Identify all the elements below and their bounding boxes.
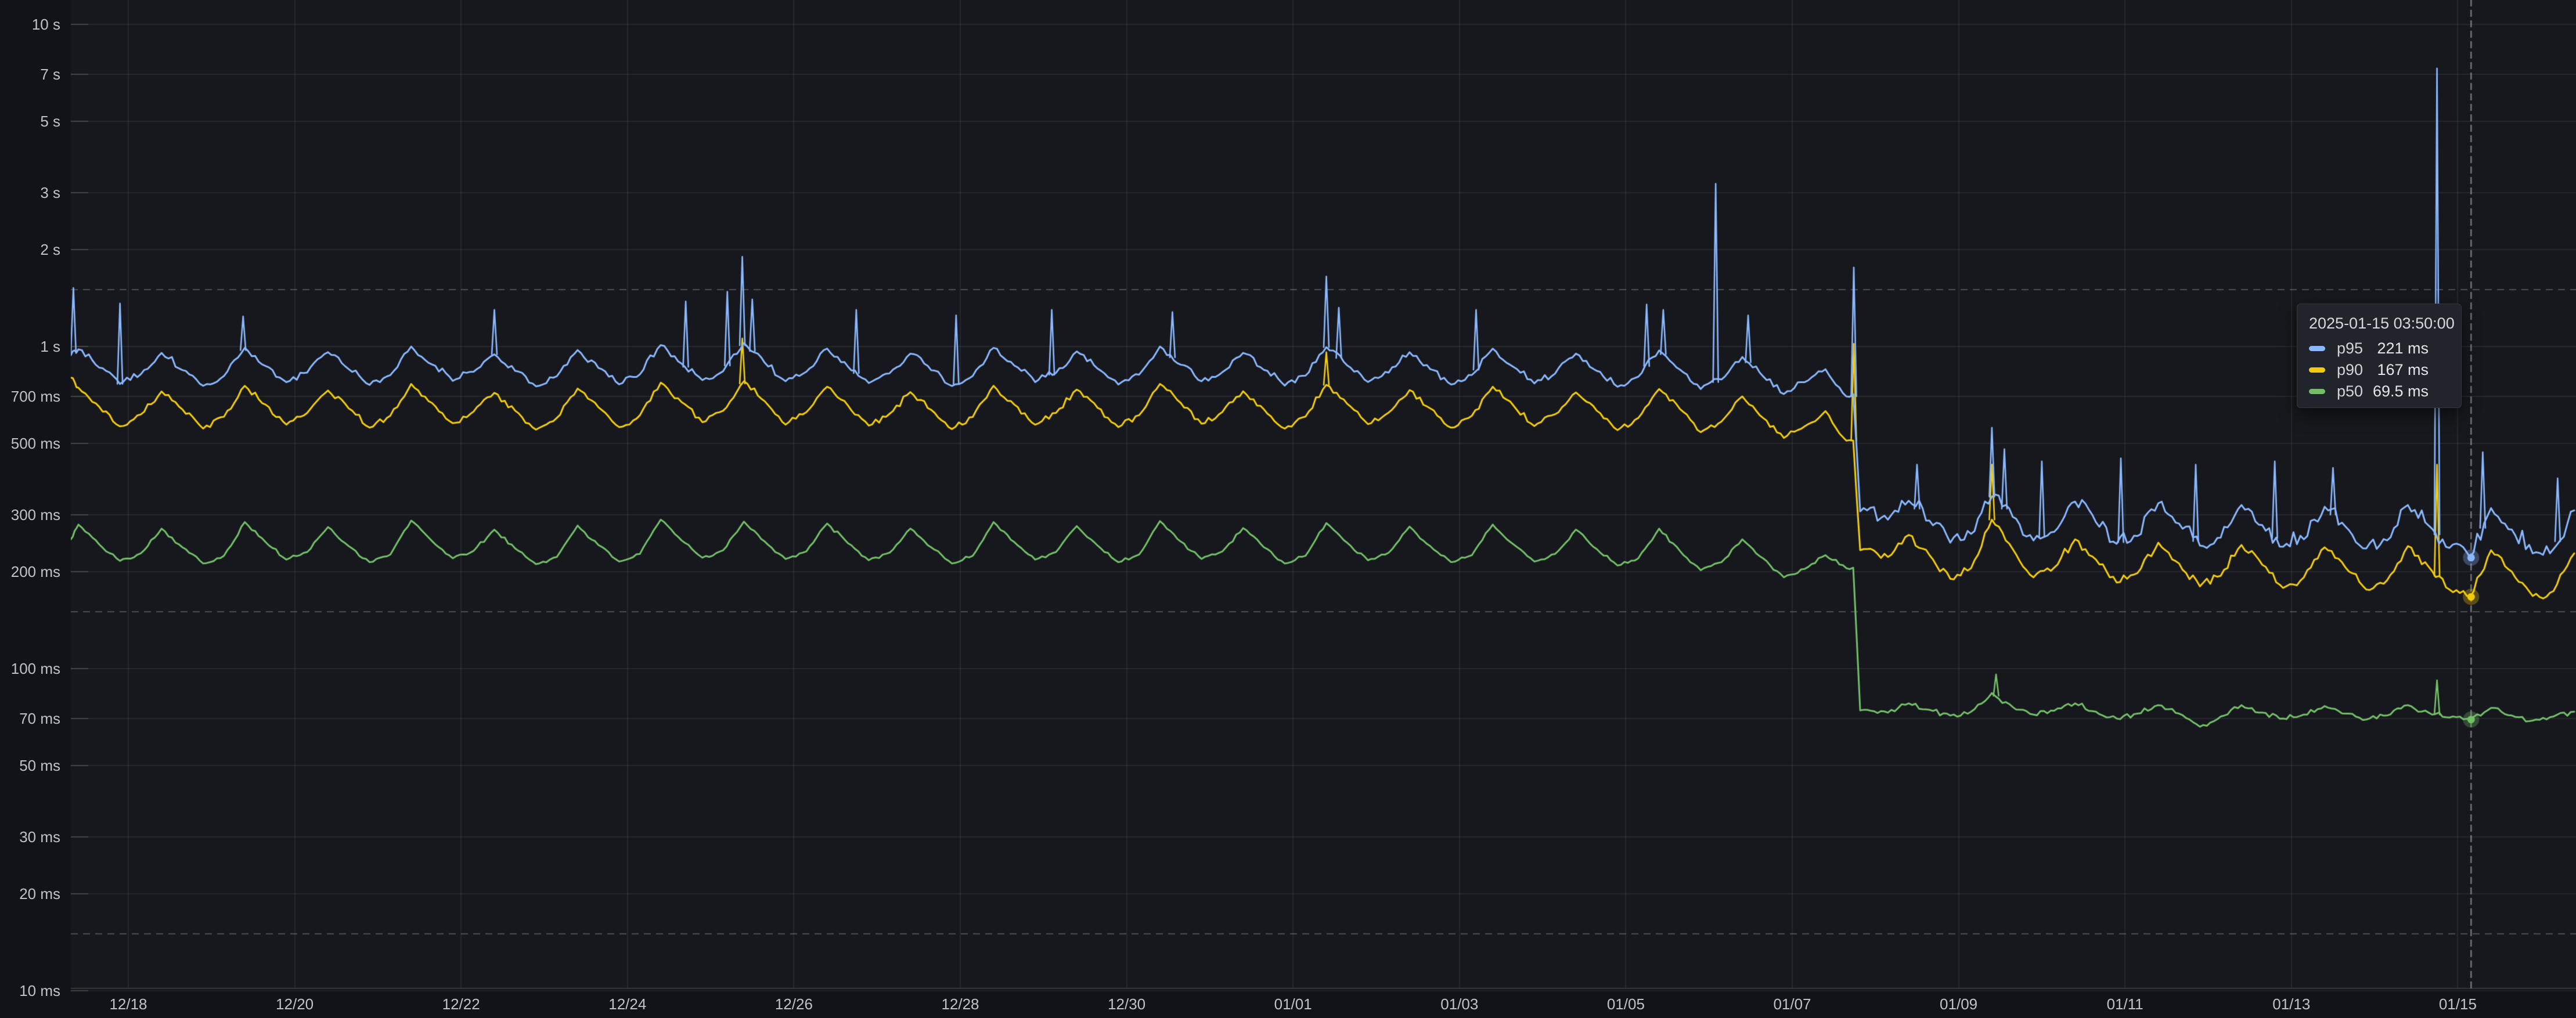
y-axis-tick-label: 500 ms <box>10 435 60 453</box>
y-axis-tick-label: 5 s <box>40 113 60 131</box>
y-axis-tick-label: 70 ms <box>19 709 60 727</box>
y-axis-tick-label: 30 ms <box>19 828 60 846</box>
y-axis-tick-label: 10 s <box>31 16 60 33</box>
y-axis-tick-label: 10 ms <box>19 982 60 999</box>
tooltip-row: p95 221 ms <box>2309 338 2449 359</box>
x-axis-tick-label: 01/09 <box>1940 995 1978 1013</box>
tooltip-series-name: p50 <box>2337 382 2364 400</box>
x-axis-tick-label: 12/24 <box>608 995 647 1013</box>
y-axis-tick-label: 2 s <box>40 240 60 258</box>
tooltip-row: p50 69.5 ms <box>2309 381 2449 402</box>
x-axis-tick-label: 01/07 <box>1773 995 1811 1013</box>
x-axis-tick-label: 01/01 <box>1274 995 1312 1013</box>
tooltip-rows: p95 221 ms p90 167 ms p50 69.5 ms <box>2309 338 2449 402</box>
tooltip-row: p90 167 ms <box>2309 359 2449 381</box>
series-color-swatch-icon <box>2309 389 2325 394</box>
tooltip-series-name: p90 <box>2337 361 2364 378</box>
x-axis-tick-label: 01/15 <box>2438 995 2477 1013</box>
x-axis-tick-label: 12/18 <box>109 995 147 1013</box>
x-axis-tick-label: 12/28 <box>941 995 979 1013</box>
y-axis-tick-label: 20 ms <box>19 885 60 903</box>
x-axis-tick-label: 12/20 <box>276 995 314 1013</box>
series-color-swatch-icon <box>2309 367 2325 373</box>
x-axis-tick-label: 12/30 <box>1108 995 1146 1013</box>
y-axis-tick-label: 300 ms <box>10 506 60 524</box>
y-axis-tick-label: 700 ms <box>10 387 60 405</box>
tooltip-series-value: 69.5 ms <box>2372 382 2429 400</box>
y-axis-tick-label: 7 s <box>40 65 60 83</box>
series-color-swatch-icon <box>2309 346 2325 351</box>
y-axis-tick-label: 50 ms <box>19 757 60 775</box>
y-axis-tick-label: 100 ms <box>10 660 60 677</box>
x-axis-tick-label: 01/11 <box>2106 995 2143 1013</box>
x-axis-tick-label: 12/22 <box>442 995 480 1013</box>
y-axis-tick-label: 3 s <box>40 184 60 202</box>
x-axis-tick-label: 12/26 <box>774 995 813 1013</box>
x-axis-tick-label: 01/13 <box>2272 995 2311 1013</box>
y-axis-tick-label: 200 ms <box>10 562 60 580</box>
tooltip-series-value: 221 ms <box>2377 340 2429 357</box>
tooltip-series-value: 167 ms <box>2377 361 2429 378</box>
x-axis-tick-label: 01/03 <box>1440 995 1479 1013</box>
tooltip: 2025-01-15 03:50:00 p95 221 ms p90 167 ms p5… <box>2297 304 2462 408</box>
tooltip-timestamp: 2025-01-15 03:50:00 <box>2309 315 2455 332</box>
tooltip-series-name: p95 <box>2337 340 2364 357</box>
y-axis-tick-label: 1 s <box>40 338 60 355</box>
x-axis-tick-label: 01/05 <box>1606 995 1645 1013</box>
